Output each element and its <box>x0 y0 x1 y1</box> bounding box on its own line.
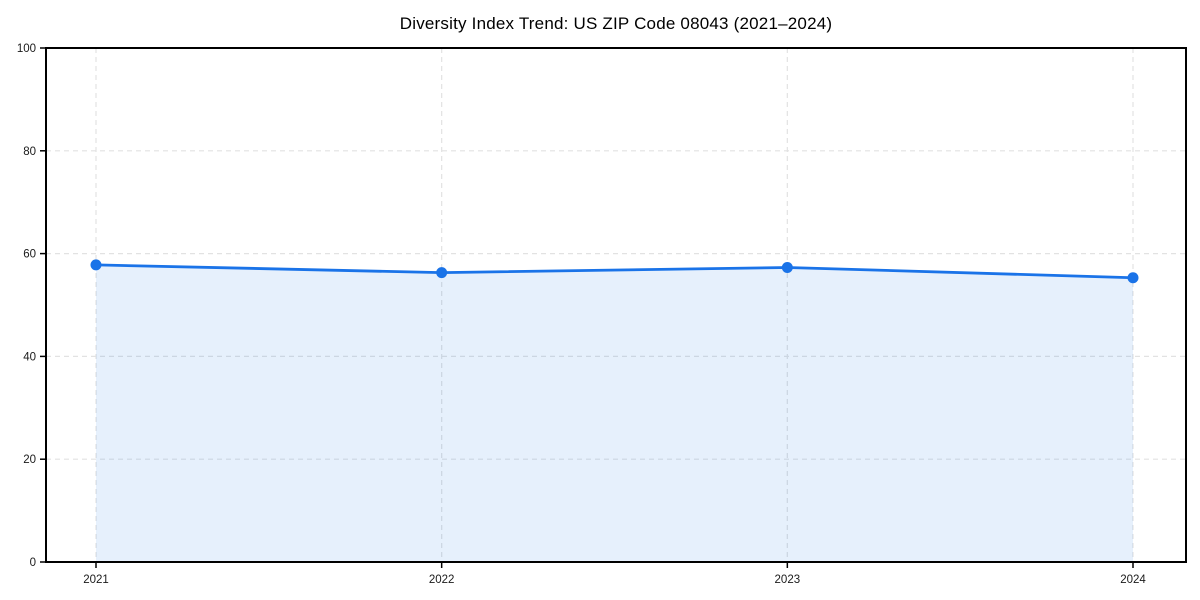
data-point-marker <box>781 261 793 273</box>
y-tick-label: 0 <box>30 557 36 569</box>
y-tick-label: 40 <box>23 351 36 363</box>
area-fill <box>96 264 1133 562</box>
x-tick-label: 2022 <box>429 574 455 586</box>
trend-line <box>94 263 1135 280</box>
data-point-marker <box>436 267 448 279</box>
y-tick-label: 80 <box>23 146 36 158</box>
x-tick-label: 2024 <box>1120 574 1146 586</box>
x-tick-label: 2023 <box>775 574 801 586</box>
x-tick-label: 2021 <box>83 574 109 586</box>
y-tick-label: 100 <box>17 43 36 55</box>
data-point-marker <box>90 259 102 271</box>
data-point-marker <box>1127 272 1139 284</box>
y-tick-label: 60 <box>23 249 36 261</box>
y-tick-label: 20 <box>23 454 36 466</box>
axes-frame <box>45 47 1187 563</box>
chart-title: Diversity Index Trend: US ZIP Code 08043… <box>399 14 833 33</box>
